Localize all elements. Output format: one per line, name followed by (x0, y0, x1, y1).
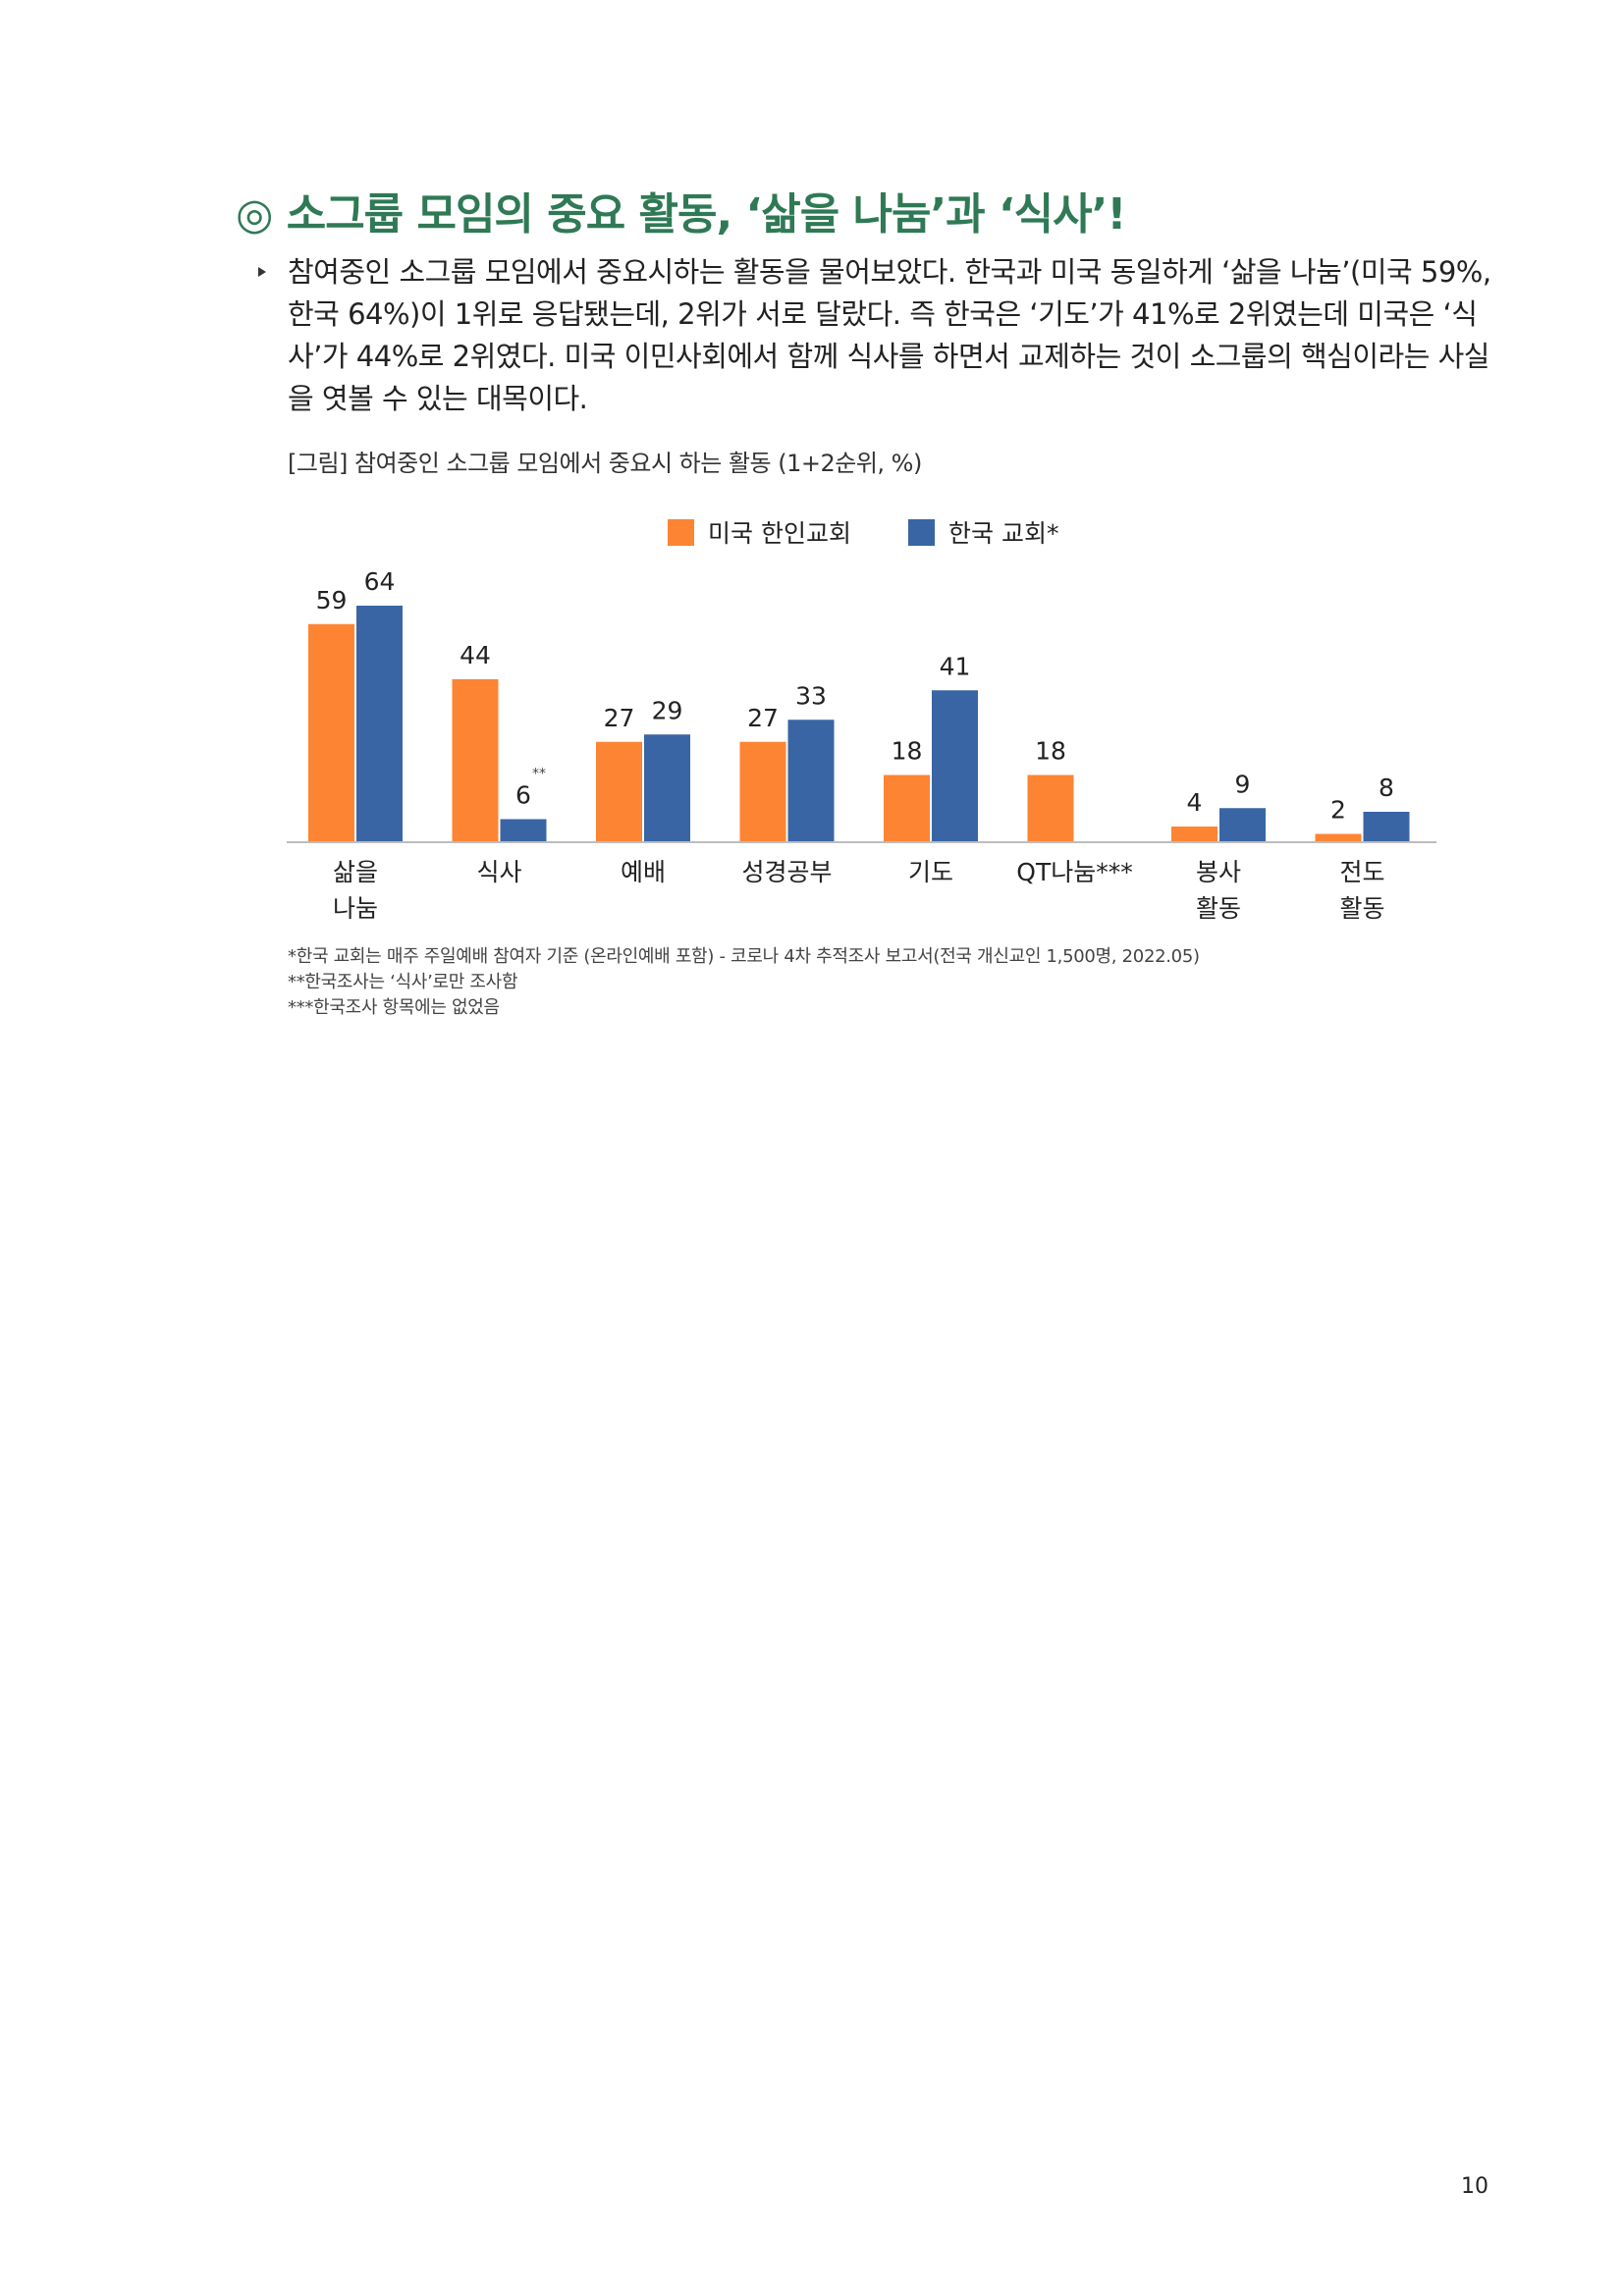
data-label-us-6: 4 (1187, 788, 1203, 817)
data-label-us-1: 44 (460, 641, 491, 669)
data-label-us-7: 2 (1330, 796, 1346, 825)
bar-kr-0 (356, 606, 403, 841)
x-tick-label-0: 삶을 (333, 858, 378, 886)
bar-kr-3 (787, 720, 835, 841)
data-label-us-2: 27 (604, 704, 635, 732)
x-tick-label-2: 예배 (621, 858, 666, 886)
section-title: ◎ 소그룹 모임의 중요 활동, ‘삶을 나눔’과 ‘식사’! (236, 189, 1126, 240)
page-number: 10 (1461, 2174, 1488, 2199)
x-tick-label-5: QT나눔*** (1016, 858, 1132, 886)
annotation-mark-1: ** (532, 767, 546, 782)
data-label-kr-6: 9 (1235, 770, 1251, 798)
bar-us-3 (739, 741, 786, 841)
legend-swatch-us (668, 518, 694, 546)
legend-item-us: 미국 한인교회 (668, 514, 851, 550)
data-label-kr-0: 64 (364, 567, 396, 596)
bar-us-7 (1315, 833, 1362, 841)
x-tick-label-6-line2: 활동 (1196, 894, 1241, 923)
data-label-us-4: 18 (892, 737, 923, 766)
bar-kr-4 (932, 690, 978, 841)
x-tick-label-3: 성경공부 (741, 858, 832, 886)
x-tick-label-6: 봉사 (1196, 858, 1241, 886)
bar-kr-1 (500, 819, 547, 841)
bar-kr-6 (1219, 808, 1266, 841)
legend-label-us: 미국 한인교회 (708, 519, 851, 548)
legend-label-kr: 한국 교회* (948, 519, 1059, 548)
data-label-kr-3: 33 (795, 681, 827, 710)
bullet-triangle-icon (258, 267, 266, 277)
data-label-us-3: 27 (747, 704, 779, 732)
legend-swatch-kr (908, 518, 935, 546)
x-tick-label-0-line2: 나눔 (333, 894, 378, 923)
data-label-us-0: 59 (316, 586, 348, 614)
x-tick-label-1: 식사 (476, 858, 521, 886)
bar-kr-7 (1363, 812, 1410, 841)
data-label-kr-4: 41 (940, 652, 971, 680)
legend-item-kr: 한국 교회* (908, 514, 1058, 550)
x-tick-label-4: 기도 (908, 858, 953, 886)
bar-us-1 (452, 679, 499, 841)
data-label-kr-2: 29 (652, 696, 683, 724)
bar-us-0 (308, 623, 354, 841)
bar-us-2 (596, 741, 642, 841)
x-tick-label-7-line2: 활동 (1339, 894, 1384, 923)
x-tick-label-7: 전도 (1339, 858, 1384, 886)
footnote-3: ***한국조사 항목에는 없었음 (288, 997, 500, 1018)
footnote-2: **한국조사는 ‘식사’로만 조사함 (288, 972, 518, 992)
figure-caption: [그림] 참여중인 소그룹 모임에서 중요시 하는 활동 (1+2순위, %) (288, 450, 922, 477)
bar-kr-2 (644, 734, 690, 841)
data-label-us-5: 18 (1035, 737, 1066, 766)
bar-us-6 (1171, 827, 1217, 841)
footnote-1: *한국 교회는 매주 주일예배 참여자 기준 (온라인예배 포함) - 코로나 … (288, 946, 1200, 967)
data-label-kr-1: 6 (515, 781, 531, 810)
data-label-kr-7: 8 (1379, 774, 1394, 802)
bar-us-4 (884, 774, 930, 841)
bar-us-5 (1027, 774, 1074, 841)
body-paragraph: 참여중인 소그룹 모임에서 중요시하는 활동을 물어보았다. 한국과 미국 동일… (288, 255, 1491, 415)
